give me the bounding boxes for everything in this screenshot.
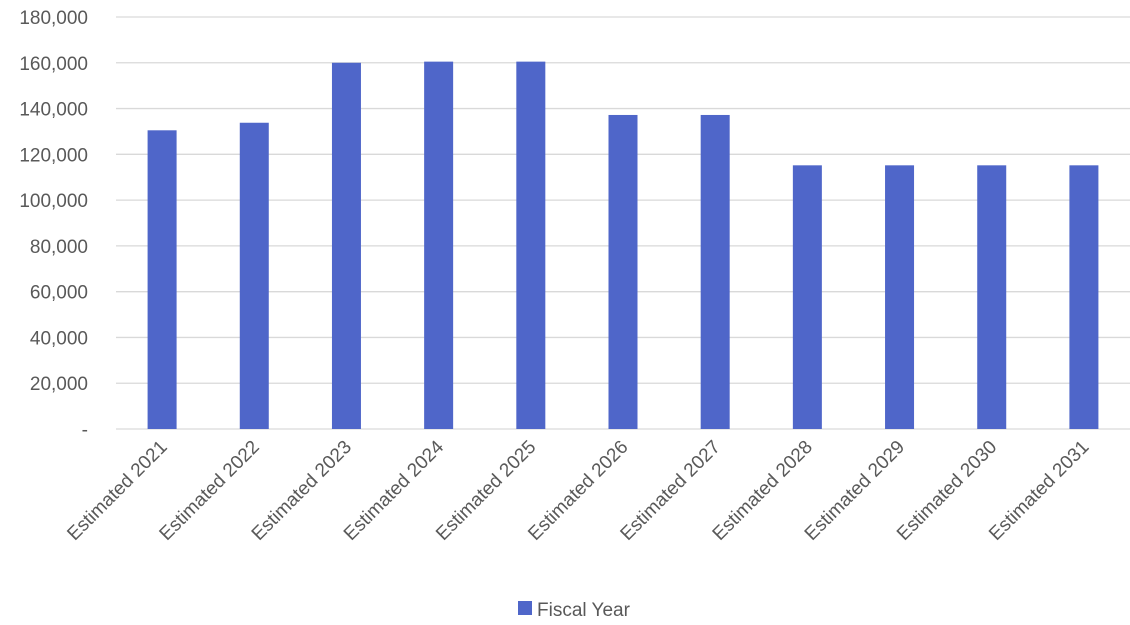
bar[interactable] [516, 61, 546, 430]
x-category-label: Estimated 2026 [524, 437, 632, 545]
bar[interactable] [885, 165, 915, 429]
y-tick-label: 80,000 [30, 237, 88, 258]
y-axis-tick-labels: - 20,000 40,000 60,000 80,000 100,000 120,000 1… [19, 8, 88, 441]
bar[interactable] [331, 62, 361, 430]
bar[interactable] [792, 165, 822, 429]
y-tick-label: 120,000 [19, 145, 88, 166]
y-tick-label: 20,000 [30, 374, 88, 395]
legend[interactable]: Fiscal Year [518, 600, 631, 621]
x-category-label: Estimated 2021 [63, 437, 171, 545]
x-category-label: Estimated 2029 [801, 437, 909, 545]
y-tick-label: 140,000 [19, 100, 88, 121]
y-tick-label: 40,000 [30, 328, 88, 349]
x-category-label: Estimated 2027 [617, 437, 725, 545]
legend-swatch [518, 601, 532, 615]
bar[interactable] [239, 122, 269, 429]
y-tick-label: 180,000 [19, 8, 88, 29]
bar[interactable] [1069, 165, 1099, 429]
y-tick-label: 100,000 [19, 191, 88, 212]
bar[interactable] [608, 114, 638, 429]
x-category-label: Estimated 2025 [432, 437, 540, 545]
y-tick-label: 160,000 [19, 54, 88, 75]
x-category-label: Estimated 2028 [709, 437, 817, 545]
bar[interactable] [700, 114, 730, 429]
legend-label: Fiscal Year [537, 600, 631, 621]
bar[interactable] [147, 130, 177, 430]
bar[interactable] [424, 61, 454, 430]
bars [147, 61, 1099, 430]
x-category-label: Estimated 2022 [156, 437, 264, 545]
x-category-label: Estimated 2030 [893, 437, 1001, 545]
y-tick-label: - [82, 420, 88, 441]
bar[interactable] [977, 165, 1007, 429]
x-category-label: Estimated 2023 [248, 437, 356, 545]
x-category-label: Estimated 2031 [985, 437, 1093, 545]
y-tick-label: 60,000 [30, 283, 88, 304]
